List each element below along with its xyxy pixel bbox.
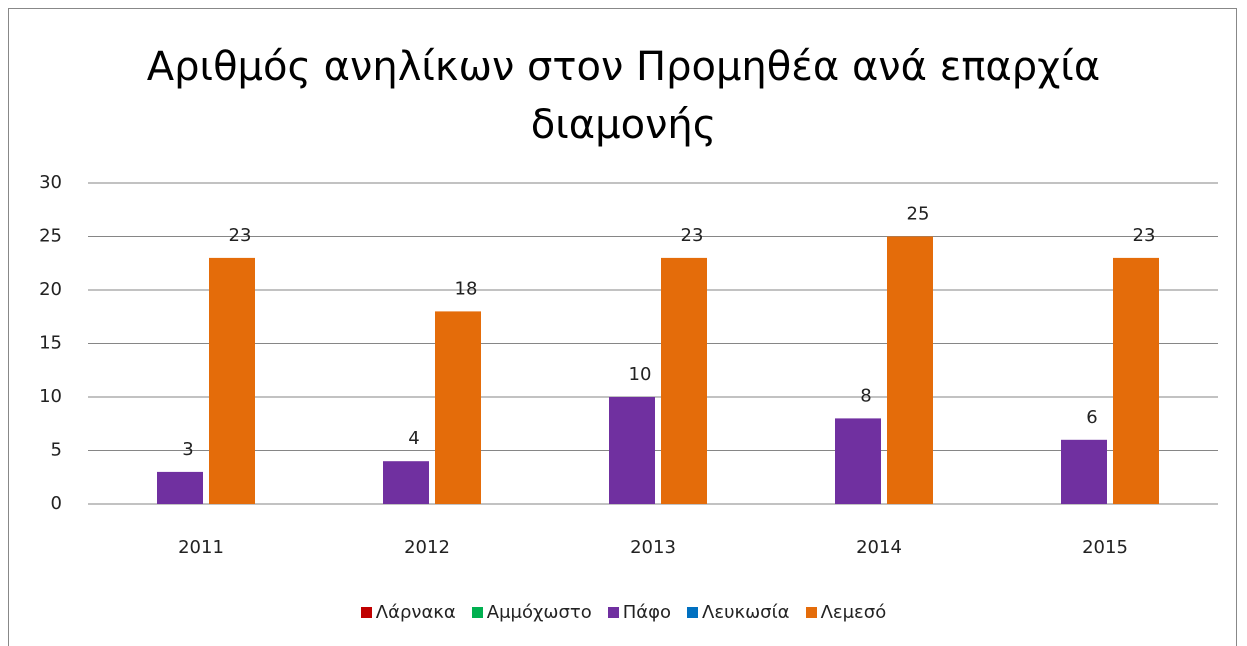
legend: Λάρνακα Αμμόχωστο Πάφο Λευκωσία Λεμεσό bbox=[0, 602, 1247, 623]
legend-label: Λάρνακα bbox=[375, 602, 456, 623]
x-tick-label: 2012 bbox=[404, 537, 450, 558]
legend-swatch bbox=[607, 607, 619, 618]
legend-label: Λευκωσία bbox=[702, 602, 790, 623]
bar bbox=[835, 418, 881, 504]
legend-item: Λευκωσία bbox=[687, 602, 790, 623]
chart-title: Αριθμός ανηλίκων στον Προμηθέα ανά επαρχ… bbox=[146, 44, 1101, 148]
legend-label: Αμμόχωστο bbox=[486, 602, 592, 623]
bar bbox=[609, 397, 655, 504]
y-tick-label: 25 bbox=[39, 226, 62, 247]
bar bbox=[1061, 439, 1107, 504]
y-tick-label: 10 bbox=[39, 386, 62, 407]
data-label: 10 bbox=[629, 364, 652, 385]
bar bbox=[435, 311, 481, 504]
bar bbox=[383, 461, 429, 504]
y-tick-label: 30 bbox=[39, 172, 62, 193]
bar bbox=[661, 257, 707, 504]
y-tick-label: 0 bbox=[51, 493, 62, 514]
data-label: 6 bbox=[1086, 407, 1097, 428]
chart-frame bbox=[8, 8, 1237, 646]
x-tick-label: 2011 bbox=[178, 537, 224, 558]
legend-swatch bbox=[471, 607, 483, 618]
data-label: 4 bbox=[408, 428, 419, 449]
legend-item: Αμμόχωστο bbox=[471, 602, 592, 623]
data-label: 8 bbox=[860, 385, 871, 406]
x-tick-label: 2015 bbox=[1082, 537, 1128, 558]
legend-item: Λεμεσό bbox=[805, 602, 887, 623]
data-label: 23 bbox=[681, 225, 704, 246]
legend-label: Λεμεσό bbox=[820, 602, 887, 623]
legend-swatch bbox=[687, 607, 699, 618]
data-label: 18 bbox=[455, 278, 478, 299]
y-tick-label: 20 bbox=[39, 279, 62, 300]
y-tick-label: 15 bbox=[39, 333, 62, 354]
legend-swatch bbox=[360, 607, 372, 618]
x-tick-label: 2014 bbox=[856, 537, 902, 558]
legend-item: Λάρνακα bbox=[360, 602, 456, 623]
data-label: 3 bbox=[182, 439, 193, 460]
legend-swatch bbox=[805, 607, 817, 618]
bar bbox=[209, 257, 255, 504]
legend-label: Πάφο bbox=[622, 602, 672, 623]
x-tick-label: 2013 bbox=[630, 537, 676, 558]
bar bbox=[1113, 257, 1159, 504]
data-label: 23 bbox=[229, 225, 252, 246]
data-label: 25 bbox=[907, 204, 930, 225]
data-label: 23 bbox=[1133, 225, 1156, 246]
legend-item: Πάφο bbox=[607, 602, 672, 623]
bar bbox=[887, 236, 933, 504]
y-tick-label: 5 bbox=[51, 440, 62, 461]
bar bbox=[157, 471, 203, 504]
